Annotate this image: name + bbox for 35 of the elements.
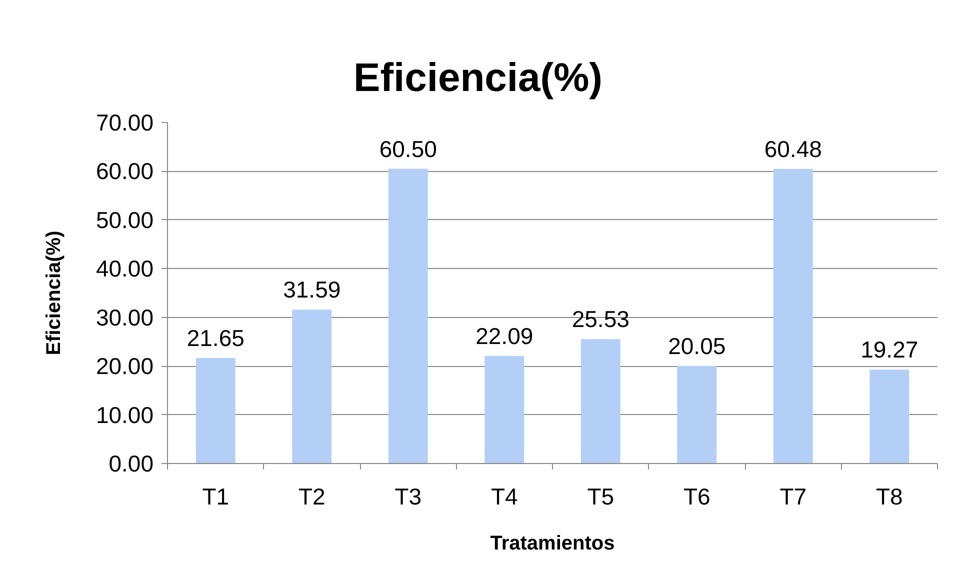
y-tick-label: 10.00: [96, 402, 154, 428]
x-tick-label: T8: [876, 484, 903, 510]
bar: [292, 310, 332, 464]
data-label: 25.53: [572, 306, 630, 332]
y-tick-label: 0.00: [108, 450, 154, 476]
y-tick-label: 20.00: [96, 353, 154, 380]
x-tick-label: T7: [780, 484, 807, 510]
x-tick-label: T1: [202, 484, 230, 510]
y-tick-label: 50.00: [96, 206, 154, 233]
bar: [773, 168, 813, 464]
y-tick-label: 60.00: [96, 158, 154, 184]
x-tick-label: T5: [587, 484, 614, 510]
data-label: 60.48: [764, 136, 822, 162]
x-tick-label: T4: [490, 484, 518, 510]
x-tick-label: T6: [683, 484, 710, 510]
bar: [580, 339, 620, 464]
data-label: 19.27: [860, 336, 918, 363]
x-axis-title: Tratamientos: [490, 532, 615, 554]
y-axis-title: Eficiencia(%): [42, 230, 65, 356]
data-label: 60.50: [379, 136, 437, 162]
x-tick-label: T2: [298, 484, 326, 510]
data-label: 22.09: [476, 322, 534, 349]
bar: [388, 168, 428, 464]
y-tick-label: 30.00: [96, 304, 154, 330]
data-label: 20.05: [668, 332, 726, 359]
chart-title: Eficiencia(%): [354, 56, 602, 100]
bar: [196, 358, 236, 464]
y-tick-label: 70.00: [96, 110, 154, 136]
bar: [677, 366, 717, 464]
data-label: 31.59: [283, 276, 341, 303]
bar: [484, 356, 524, 464]
x-tick-label: T3: [394, 484, 422, 510]
y-tick-label: 40.00: [96, 256, 154, 282]
bar: [870, 370, 910, 464]
data-label: 21.65: [186, 325, 244, 352]
